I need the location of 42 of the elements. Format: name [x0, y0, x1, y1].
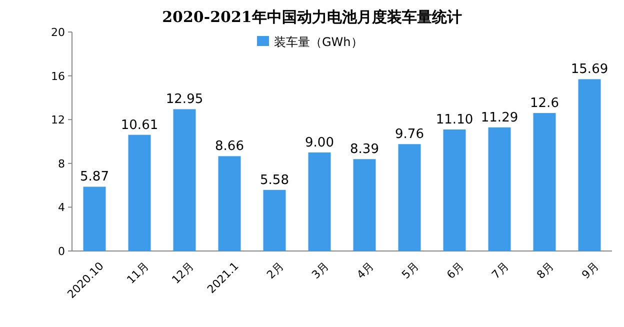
- data-label: 8.39: [350, 142, 379, 158]
- data-label: 5.87: [80, 170, 109, 185]
- data-label: 10.61: [120, 118, 158, 133]
- data-label: 11.29: [480, 110, 518, 126]
- bar: [263, 190, 286, 251]
- bar: [443, 129, 466, 251]
- bar: [578, 79, 601, 251]
- bar: [488, 127, 511, 251]
- bar: [173, 109, 196, 251]
- data-label: 8.66: [215, 139, 244, 154]
- x-tick-label: 8月: [534, 260, 556, 282]
- data-label: 12.6: [530, 96, 559, 112]
- legend-label: 装车量（GWh）: [274, 35, 363, 49]
- x-tick-label: 6月: [444, 260, 466, 282]
- chart-title: 2020-2021年中国动力电池月度装车量统计: [162, 8, 462, 26]
- x-tick-label: 3月: [309, 260, 332, 282]
- data-label: 12.95: [166, 92, 204, 108]
- y-tick-label: 0: [58, 245, 65, 258]
- y-tick-label: 12: [51, 114, 65, 127]
- data-label: 15.69: [570, 62, 608, 78]
- x-tick-label: 9月: [579, 260, 602, 282]
- bar: [83, 186, 106, 251]
- x-tick-label: 12月: [169, 260, 196, 286]
- x-tick-label: 2月: [264, 260, 286, 282]
- bar: [308, 152, 331, 251]
- data-label: 5.58: [260, 172, 289, 188]
- y-tick-label: 8: [58, 157, 65, 170]
- bar: [353, 159, 376, 251]
- bar: [128, 134, 151, 251]
- bar: [218, 156, 241, 251]
- data-label: 11.10: [436, 112, 474, 128]
- x-tick-label: 4月: [354, 260, 376, 282]
- x-tick-label: 5月: [399, 260, 422, 282]
- y-tick-label: 4: [58, 201, 65, 214]
- data-label: 9.76: [395, 127, 424, 142]
- x-tick-label: 7月: [489, 260, 512, 282]
- data-label: 9.00: [305, 135, 334, 150]
- bar: [533, 113, 556, 251]
- x-tick-label: 11月: [124, 260, 152, 286]
- bar: [398, 144, 421, 251]
- y-tick-label: 20: [51, 26, 65, 39]
- y-tick-label: 16: [51, 70, 65, 83]
